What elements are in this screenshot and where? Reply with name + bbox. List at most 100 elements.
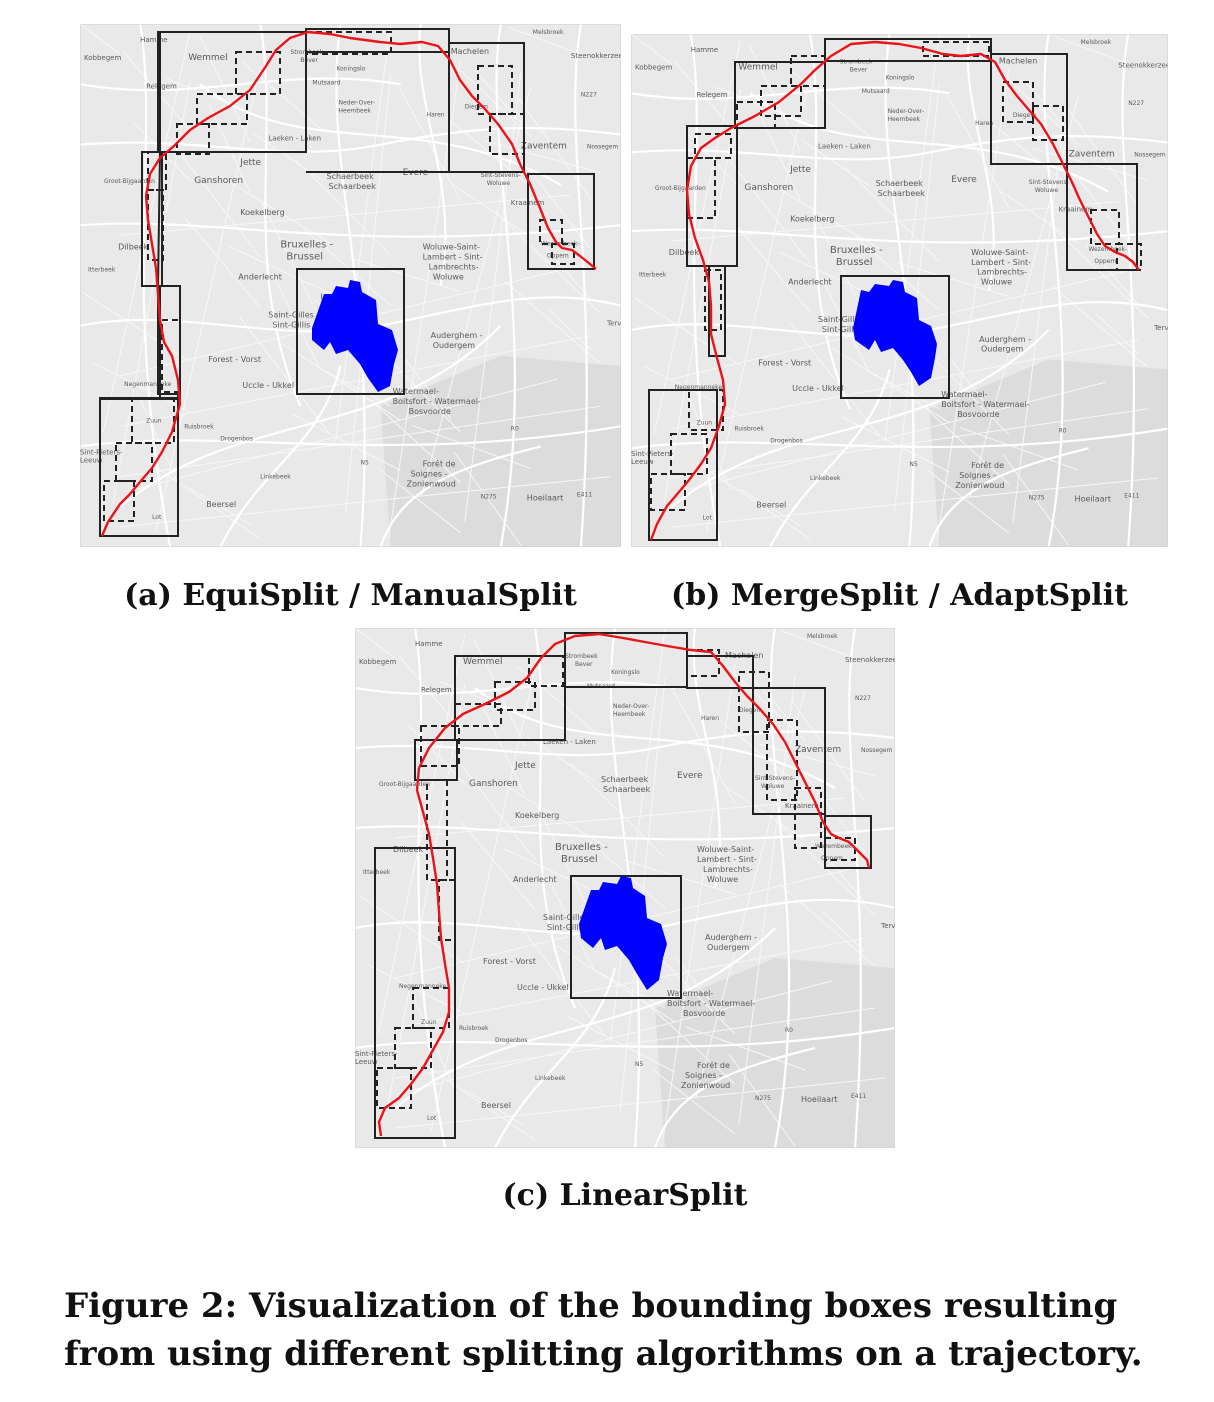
map-label-auderghem: Auderghem -: [979, 335, 1031, 344]
map-label-auderghem: Auderghem -: [431, 331, 483, 340]
map-label-laeken: Laeken - Laken: [543, 738, 596, 746]
street: [80, 24, 121, 55]
map-label-n227: N227: [855, 695, 871, 702]
map-label-beersel: Beersel: [481, 1101, 511, 1110]
road: [474, 687, 836, 789]
map-label-haren: Haren: [701, 715, 719, 722]
map-label-ruisbroek: Ruisbroek: [734, 426, 764, 433]
street: [894, 83, 940, 513]
map-label-kraainem: Kraainem: [1059, 206, 1093, 214]
map-label-schaerbeek: Schaerbeek: [876, 179, 924, 188]
street: [821, 278, 871, 374]
trajectory-line: [377, 632, 871, 1137]
map-label-jette: Jette: [514, 761, 536, 771]
query-region: [312, 280, 398, 392]
map-label-anderlecht: Anderlecht: [788, 278, 832, 287]
street: [738, 675, 796, 1125]
map-label-itterbeek: Itterbeek: [639, 272, 667, 279]
street: [334, 24, 392, 442]
map-label-linkebeek: Linkebeek: [535, 1075, 566, 1082]
street: [736, 225, 811, 313]
map-label-lot: Lot: [427, 1115, 437, 1122]
street: [670, 477, 1159, 528]
map-label-lambrechts: Lambrechts-: [429, 262, 479, 271]
map-label-ruisbroek: Ruisbroek: [459, 1025, 489, 1032]
map-label-bever: Bever: [575, 661, 593, 668]
map-label-negenmanneke: Negenmanneke: [399, 983, 447, 990]
map-label-n275: N275: [481, 494, 497, 501]
street: [119, 335, 592, 427]
road: [574, 24, 588, 547]
map-label-mutsaard: Mutsaard: [862, 88, 890, 95]
road: [80, 222, 621, 238]
map-label-bruxelles: Bruxelles -: [555, 842, 608, 853]
map-label-laeken: Laeken - Laken: [268, 135, 321, 143]
query-region: [853, 280, 937, 386]
map-label-r0: R0: [785, 1027, 793, 1034]
street: [778, 883, 876, 967]
street: [377, 633, 466, 1036]
map-label-foret: Forêt de: [423, 459, 456, 469]
trajectory-line: [649, 40, 1140, 541]
street: [884, 34, 940, 444]
map-label-koekelberg: Koekelberg: [515, 811, 559, 820]
map-label-dilbeek: Dilbeek: [393, 845, 424, 854]
map-label-lambertsint: Lambert - Sint-: [971, 258, 1031, 267]
map-label-schaarbeek: Schaarbeek: [603, 785, 651, 794]
map-label-zuun: Zuun: [146, 417, 162, 424]
street: [854, 235, 940, 311]
map-label-wezembeek: Wezembeek-: [1088, 246, 1127, 253]
street: [609, 628, 666, 1044]
street: [120, 194, 571, 236]
map-label-itterbeek: Itterbeek: [363, 869, 391, 876]
street: [387, 683, 466, 1106]
map-label-bruxelles: Bruxelles -: [830, 245, 883, 256]
road: [769, 628, 791, 1148]
street: [441, 113, 532, 188]
road: [355, 825, 895, 841]
street: [516, 665, 596, 733]
map-label-woluwe: Woluwe: [761, 783, 785, 790]
road: [749, 92, 1109, 193]
street: [494, 210, 602, 315]
map-label-hamme: Hamme: [140, 36, 168, 44]
map-label-anderlecht: Anderlecht: [513, 875, 557, 884]
map-label-evere: Evere: [951, 175, 977, 185]
map-label-schaarbeek: Schaarbeek: [878, 189, 926, 198]
street: [758, 743, 876, 777]
street: [120, 476, 612, 528]
street: [92, 362, 191, 413]
street: [355, 628, 396, 659]
street: [368, 397, 462, 483]
road: [355, 1026, 895, 1050]
map-label-boitsfort: Boitsfort - Watermael-: [393, 397, 481, 406]
map-label-n5: N5: [361, 460, 369, 467]
road: [1121, 34, 1136, 547]
map-label-sintpieters: Sint-Pieters-: [80, 449, 123, 457]
map-label-oudergem: Oudergem: [433, 341, 476, 350]
map-label-lot: Lot: [152, 514, 162, 521]
road: [379, 445, 542, 547]
map-label-koningslo: Koningslo: [886, 74, 915, 81]
map-label-nossegem: Nossegem: [861, 747, 893, 754]
map-label-dilbeek: Dilbeek: [118, 242, 149, 251]
map-label-soignes: Soignes -: [959, 471, 996, 480]
map-label-n5: N5: [635, 1061, 643, 1068]
map-label-e411: E411: [577, 492, 592, 499]
map-label-neder: Neder-Over-: [888, 108, 924, 115]
map-label-schaarbeek: Schaarbeek: [329, 182, 377, 191]
map-label-zuun: Zuun: [421, 1019, 437, 1026]
street: [788, 320, 881, 437]
map-label-e411: E411: [1124, 493, 1139, 500]
map-label-lot: Lot: [703, 514, 713, 521]
panel-c: Hamme Kobbegem Wemmel Relegem Strombeek Bever…: [355, 628, 895, 1148]
map-label-r0: R0: [511, 425, 519, 432]
map-label-uccle: Uccle - Ukkel: [792, 384, 844, 393]
street: [739, 488, 801, 526]
map-label-wemmel: Wemmel: [463, 657, 502, 667]
map-label-brussel: Brussel: [286, 251, 323, 262]
street: [493, 778, 606, 847]
street: [706, 75, 811, 532]
street: [295, 159, 391, 256]
road: [394, 927, 776, 1109]
